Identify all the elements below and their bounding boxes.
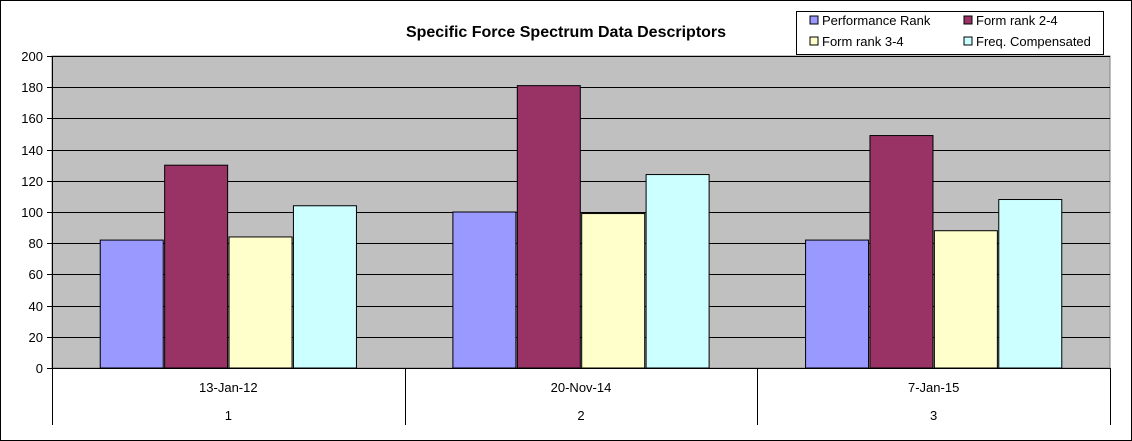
y-tick-label: 0 xyxy=(36,361,43,376)
x-tick-label: 3 xyxy=(930,408,937,423)
y-tick-label: 200 xyxy=(21,49,43,64)
bar xyxy=(99,239,164,369)
plot-area: 0 20 40 60 80 100 120 140 160 180 200 13-Jan-12 1 20-… xyxy=(21,49,1111,425)
y-tick-label: 60 xyxy=(29,267,43,282)
legend-label: Form rank 3-4 xyxy=(822,34,904,49)
y-tick-label: 100 xyxy=(21,205,43,220)
bar xyxy=(452,211,517,369)
legend-swatch xyxy=(963,36,973,46)
y-tick-label: 180 xyxy=(21,80,43,95)
bar xyxy=(998,199,1063,369)
y-tick-label: 120 xyxy=(21,174,43,189)
y-tick-label: 20 xyxy=(29,330,43,345)
y-tick-label: 160 xyxy=(21,111,43,126)
legend-swatch xyxy=(809,15,819,25)
bar xyxy=(292,205,357,369)
legend-label: Form rank 2-4 xyxy=(976,13,1058,28)
bar xyxy=(581,213,646,369)
bar xyxy=(645,174,710,369)
legend-swatch xyxy=(963,15,973,25)
y-tick-label: 40 xyxy=(29,299,43,314)
y-tick-label: 140 xyxy=(21,143,43,158)
bar xyxy=(805,239,870,369)
bar xyxy=(516,85,581,369)
bar xyxy=(164,164,229,369)
legend-label: Freq. Compensated xyxy=(976,34,1091,49)
x-tick-label: 2 xyxy=(577,408,584,423)
x-tick-label: 1 xyxy=(225,408,232,423)
bar xyxy=(933,230,998,369)
y-tick-label: 80 xyxy=(29,236,43,251)
x-tick-label: 20-Nov-14 xyxy=(551,380,612,395)
bar xyxy=(228,236,293,369)
legend-label: Performance Rank xyxy=(822,13,931,28)
legend-box xyxy=(796,11,1104,55)
x-tick-label: 13-Jan-12 xyxy=(199,380,258,395)
legend: Performance Rank Form rank 2-4 Form rank 3… xyxy=(796,11,1104,55)
bar xyxy=(869,135,934,369)
x-tick-label: 7-Jan-15 xyxy=(908,380,959,395)
legend-swatch xyxy=(809,36,819,46)
chart-title: Specific Force Spectrum Data Descriptors xyxy=(406,24,726,41)
